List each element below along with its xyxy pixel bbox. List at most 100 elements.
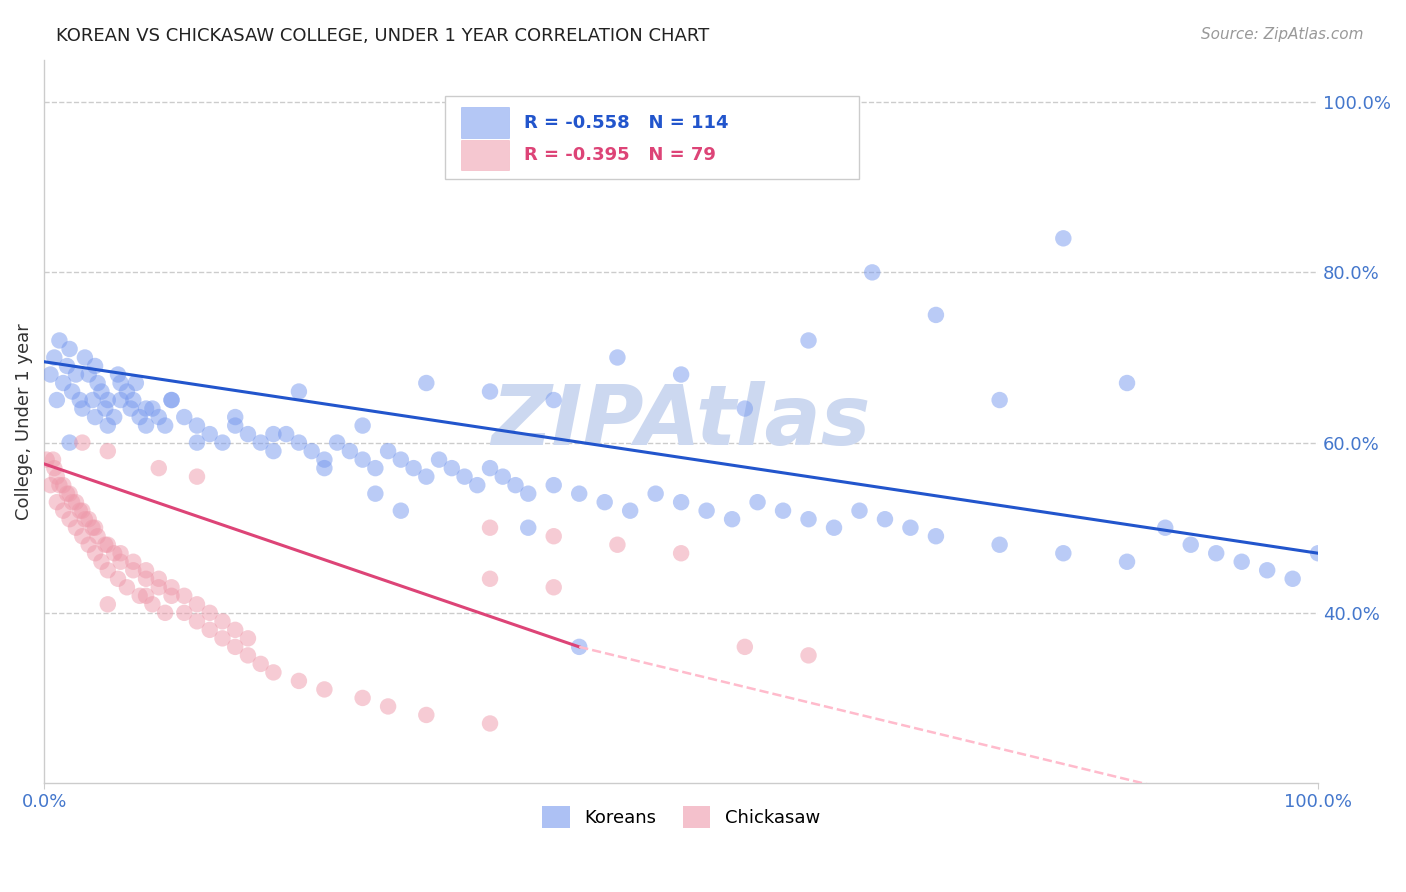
Point — [314, 461, 336, 475]
Point — [236, 632, 259, 646]
Point — [415, 708, 437, 723]
Point — [988, 392, 1011, 407]
Point — [186, 435, 208, 450]
Point — [84, 546, 107, 560]
Point — [288, 384, 311, 399]
Text: Source: ZipAtlas.com: Source: ZipAtlas.com — [1201, 27, 1364, 42]
Point — [198, 606, 221, 620]
FancyBboxPatch shape — [461, 140, 509, 170]
Text: R = -0.558   N = 114: R = -0.558 N = 114 — [524, 113, 728, 131]
Point — [73, 512, 96, 526]
Point — [48, 478, 70, 492]
Point — [186, 469, 208, 483]
Point — [669, 368, 692, 382]
Point — [797, 648, 820, 663]
Point — [1205, 546, 1227, 560]
Point — [364, 461, 387, 475]
Point — [339, 444, 361, 458]
Point — [56, 486, 79, 500]
Point — [82, 392, 104, 407]
Point — [797, 512, 820, 526]
Point — [44, 461, 66, 475]
Point — [1230, 555, 1253, 569]
Point — [389, 452, 412, 467]
Point — [479, 521, 502, 535]
Point — [1116, 376, 1139, 390]
Point — [148, 572, 170, 586]
Point — [326, 435, 349, 450]
Point — [224, 640, 246, 654]
Point — [440, 461, 463, 475]
Point — [97, 538, 120, 552]
Point — [1308, 546, 1330, 560]
Point — [97, 418, 120, 433]
Point — [122, 392, 145, 407]
Point — [94, 538, 117, 552]
Point — [52, 478, 75, 492]
Point — [58, 435, 80, 450]
Point — [65, 495, 87, 509]
Point — [148, 580, 170, 594]
Point — [128, 410, 150, 425]
Point — [1154, 521, 1177, 535]
Point — [644, 486, 666, 500]
Point — [60, 495, 83, 509]
Point — [173, 589, 195, 603]
Point — [389, 504, 412, 518]
Point — [593, 495, 616, 509]
Point — [160, 580, 183, 594]
Point — [77, 368, 100, 382]
Point — [415, 469, 437, 483]
Point — [211, 615, 233, 629]
Point — [479, 461, 502, 475]
Point — [39, 478, 62, 492]
Point — [288, 435, 311, 450]
Point — [128, 589, 150, 603]
Point — [465, 478, 488, 492]
Point — [352, 690, 374, 705]
Point — [45, 495, 67, 509]
Legend: Koreans, Chickasaw: Koreans, Chickasaw — [536, 799, 827, 836]
Point — [505, 478, 527, 492]
Point — [90, 384, 112, 399]
Point — [236, 427, 259, 442]
Point — [110, 392, 132, 407]
Point — [314, 682, 336, 697]
Point — [236, 648, 259, 663]
Point — [848, 504, 870, 518]
Point — [122, 563, 145, 577]
Point — [568, 640, 591, 654]
Point — [186, 615, 208, 629]
Point — [262, 444, 284, 458]
Point — [823, 521, 845, 535]
Point — [721, 512, 744, 526]
Point — [377, 444, 399, 458]
Point — [198, 427, 221, 442]
Point — [97, 563, 120, 577]
Point — [97, 392, 120, 407]
Point — [1180, 538, 1202, 552]
Point — [453, 469, 475, 483]
Point — [427, 452, 450, 467]
Point — [415, 376, 437, 390]
Point — [160, 589, 183, 603]
Point — [141, 401, 163, 416]
Point — [135, 401, 157, 416]
Point — [211, 632, 233, 646]
Point — [86, 376, 108, 390]
Point — [173, 606, 195, 620]
Point — [35, 452, 58, 467]
Point — [619, 504, 641, 518]
Point — [77, 538, 100, 552]
Point — [873, 512, 896, 526]
Point — [72, 529, 94, 543]
Point — [747, 495, 769, 509]
Point — [925, 308, 948, 322]
Point — [72, 401, 94, 416]
Point — [44, 351, 66, 365]
Point — [120, 401, 142, 416]
Point — [224, 623, 246, 637]
Point — [56, 359, 79, 373]
Point — [988, 538, 1011, 552]
Point — [517, 521, 540, 535]
